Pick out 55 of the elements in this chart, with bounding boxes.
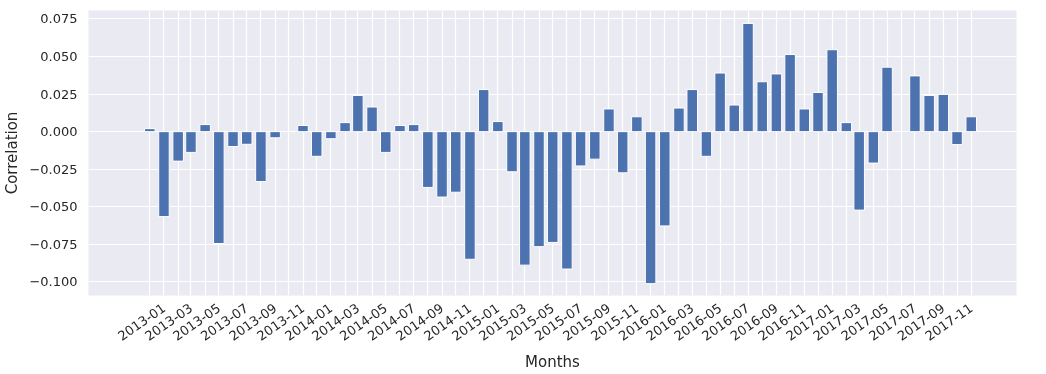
bar (269, 131, 281, 139)
bar (603, 108, 615, 133)
bar (297, 124, 309, 133)
bar (380, 131, 392, 153)
bar (812, 91, 824, 133)
bar (464, 131, 476, 260)
bar (923, 94, 935, 133)
bar (951, 131, 963, 146)
bar (798, 108, 811, 133)
bar (492, 121, 504, 133)
bar (714, 72, 726, 133)
bar (700, 131, 713, 157)
y-tick-label: −0.025 (29, 161, 78, 177)
y-tick-label: 0.025 (40, 86, 78, 102)
bar (255, 131, 267, 183)
bar (546, 131, 559, 243)
x-axis-title: Months (525, 353, 581, 372)
bar (631, 116, 643, 133)
bar (199, 124, 211, 133)
bar (867, 131, 880, 164)
bar (881, 66, 893, 133)
bar (909, 75, 921, 133)
bar (227, 131, 239, 148)
bar (213, 131, 225, 244)
bar (422, 131, 434, 188)
bar (728, 104, 741, 133)
bar (158, 131, 170, 218)
bar (450, 131, 462, 193)
bar (784, 54, 796, 133)
bar (826, 49, 838, 133)
bar (240, 131, 253, 145)
bar (407, 124, 420, 133)
bar (477, 89, 490, 133)
bar (533, 131, 545, 248)
y-tick-label: 0.075 (40, 11, 78, 27)
bar (310, 131, 323, 157)
bar (770, 73, 783, 133)
bar (366, 106, 378, 133)
bar (616, 131, 629, 174)
bar (659, 131, 671, 227)
bar (394, 124, 406, 133)
bar (742, 22, 754, 133)
y-axis-title: Correlation (3, 111, 22, 195)
y-tick-label: −0.075 (29, 236, 78, 252)
bar (756, 81, 768, 133)
bar (561, 131, 573, 270)
bar (574, 131, 587, 167)
y-tick-label: −0.100 (29, 274, 78, 290)
bar (937, 93, 950, 133)
y-tick-label: −0.050 (29, 199, 78, 215)
bar (436, 131, 448, 198)
y-tick-label: 0.050 (40, 49, 78, 64)
y-tick-label: 0.000 (40, 124, 78, 140)
bar (589, 131, 601, 160)
bar (325, 131, 337, 140)
